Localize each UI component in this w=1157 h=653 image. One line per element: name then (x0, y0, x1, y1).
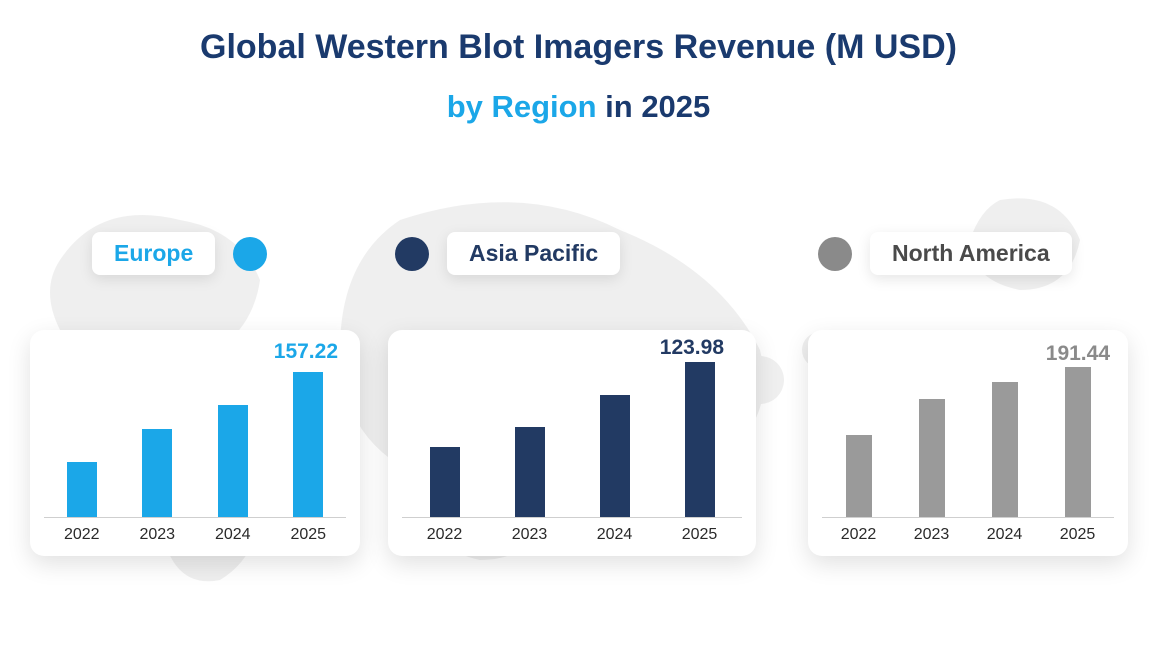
bar-group (44, 462, 120, 517)
bar-group (195, 405, 271, 517)
bar (67, 462, 97, 517)
bar (515, 427, 545, 517)
x-label: 2023 (120, 526, 196, 544)
legend-north-america: North America (818, 232, 1072, 275)
x-label: 2022 (44, 526, 120, 544)
bar (142, 429, 172, 517)
legend-dot-icon (395, 237, 429, 271)
value-label: 191.44 (1046, 342, 1110, 366)
legend-europe: Europe (92, 232, 267, 275)
x-label: 2022 (402, 526, 487, 544)
title-line2: by Region in 2025 (0, 89, 1157, 125)
title-rest: in 2025 (597, 89, 711, 124)
chart-card-europe: 157.22 2022202320242025 (30, 330, 360, 556)
legend-label: Asia Pacific (447, 232, 620, 275)
chart-card-north-america: 191.44 2022202320242025 (808, 330, 1128, 556)
bar-group (487, 427, 572, 517)
bar (430, 447, 460, 517)
legend-label: North America (870, 232, 1072, 275)
value-label: 157.22 (274, 340, 338, 364)
bar (1065, 367, 1091, 517)
x-label: 2025 (657, 526, 742, 544)
chart-title: Global Western Blot Imagers Revenue (M U… (0, 0, 1157, 125)
bar-group (968, 382, 1041, 517)
legend-dot-icon (818, 237, 852, 271)
chart-card-asia-pacific: 123.98 2022202320242025 (388, 330, 756, 556)
legend-asia-pacific: Asia Pacific (395, 232, 620, 275)
bar-group (120, 429, 196, 517)
chart-area: 191.44 (822, 348, 1114, 518)
x-label: 2024 (195, 526, 271, 544)
x-label: 2023 (487, 526, 572, 544)
chart-area: 123.98 (402, 348, 742, 518)
legend-dot-icon (233, 237, 267, 271)
bar-group (402, 447, 487, 517)
bar (846, 435, 872, 517)
bar (685, 362, 715, 517)
bar (992, 382, 1018, 517)
x-label: 2022 (822, 526, 895, 544)
bar (919, 399, 945, 517)
bar (218, 405, 248, 517)
bar-group (895, 399, 968, 517)
x-label: 2025 (1041, 526, 1114, 544)
bar-group (572, 395, 657, 517)
bar (600, 395, 630, 517)
x-label: 2023 (895, 526, 968, 544)
x-label: 2024 (968, 526, 1041, 544)
bar-group (822, 435, 895, 517)
bar-group (657, 362, 742, 517)
x-axis-labels: 2022202320242025 (402, 526, 742, 544)
chart-area: 157.22 (44, 348, 346, 518)
value-label: 123.98 (660, 336, 724, 360)
bar-group (271, 372, 347, 517)
legend-label: Europe (92, 232, 215, 275)
x-axis-labels: 2022202320242025 (44, 526, 346, 544)
bar (293, 372, 323, 517)
x-label: 2025 (271, 526, 347, 544)
title-highlight: by Region (447, 89, 597, 124)
bar-group (1041, 367, 1114, 517)
x-label: 2024 (572, 526, 657, 544)
title-line1: Global Western Blot Imagers Revenue (M U… (0, 28, 1157, 67)
x-axis-labels: 2022202320242025 (822, 526, 1114, 544)
